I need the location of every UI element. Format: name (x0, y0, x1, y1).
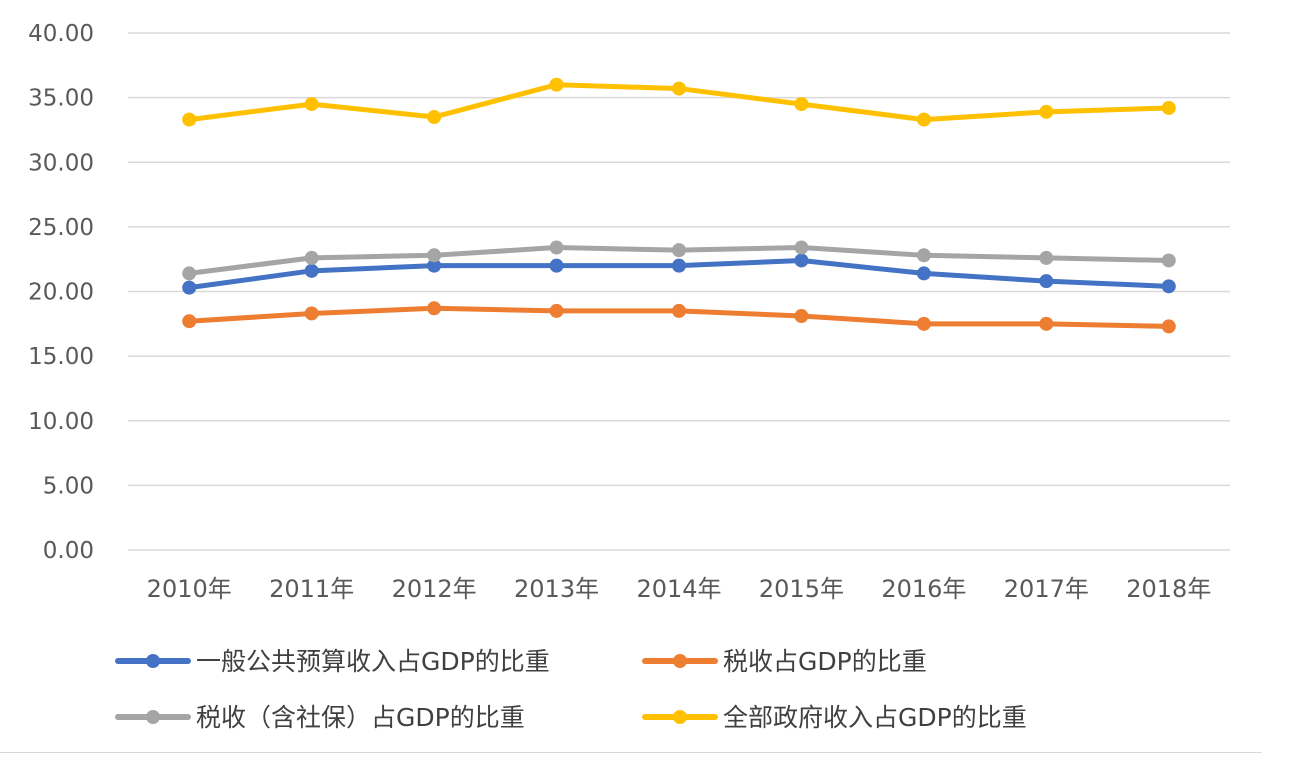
legend-item: 一般公共预算收入占GDP的比重 (115, 647, 550, 676)
data-point (916, 266, 931, 281)
legend-label: 税收（含社保）占GDP的比重 (196, 703, 525, 732)
x-tick-label: 2017年 (1004, 575, 1089, 603)
y-tick-label: 10.00 (28, 409, 94, 435)
gridlines (128, 32, 1230, 551)
x-tick-label: 2015年 (759, 575, 844, 603)
legend-label: 全部政府收入占GDP的比重 (723, 703, 1027, 732)
data-point (304, 306, 319, 321)
data-point (794, 253, 809, 268)
legend-label: 一般公共预算收入占GDP的比重 (196, 647, 550, 676)
y-tick-label: 0.00 (43, 538, 94, 564)
data-point (427, 301, 442, 316)
legend-marker (673, 710, 687, 724)
legend-item: 税收占GDP的比重 (642, 647, 927, 676)
data-point (916, 248, 931, 263)
x-tick-label: 2014年 (636, 575, 721, 603)
data-point (1039, 104, 1054, 119)
y-tick-label: 30.00 (28, 150, 94, 176)
data-point (1161, 100, 1176, 115)
series-3 (182, 240, 1176, 281)
data-point (672, 303, 686, 318)
data-point (794, 97, 809, 112)
x-tick-label: 2011年 (269, 575, 354, 603)
y-tick-label: 25.00 (28, 215, 94, 241)
bottom-divider (0, 752, 1262, 753)
data-point (1161, 279, 1176, 294)
data-point (1039, 250, 1054, 265)
data-point (549, 258, 564, 273)
data-point (1039, 274, 1054, 289)
y-axis-ticks: 0.00 5.00 10.00 15.00 20.00 25.00 30.00 35.00 40… (28, 21, 94, 564)
data-point (427, 248, 442, 263)
data-point (182, 314, 197, 329)
data-point (427, 258, 442, 273)
data-point (672, 81, 686, 96)
y-tick-label: 20.00 (28, 280, 94, 306)
data-point (304, 97, 319, 112)
data-point (794, 309, 809, 324)
x-tick-label: 2018年 (1126, 575, 1211, 603)
data-point (427, 110, 442, 125)
legend-marker (673, 654, 687, 668)
series-1 (182, 253, 1176, 295)
data-point (549, 240, 564, 255)
x-axis-ticks: 2010年 2011年 2012年 2013年 2014年 2015年 2016年 2017年… (147, 575, 1212, 603)
legend-marker (146, 710, 160, 724)
data-point (672, 243, 686, 258)
data-point (304, 250, 319, 265)
data-point (1039, 316, 1054, 331)
y-tick-label: 5.00 (43, 473, 94, 499)
data-point (916, 112, 931, 127)
data-point (1161, 319, 1176, 334)
y-tick-label: 40.00 (28, 21, 94, 47)
series-2 (182, 301, 1176, 334)
data-point (304, 263, 319, 278)
x-tick-label: 2010年 (147, 575, 232, 603)
data-point (916, 316, 931, 331)
x-tick-label: 2013年 (514, 575, 599, 603)
data-point (1161, 253, 1176, 268)
series-4 (182, 77, 1176, 127)
y-tick-label: 15.00 (28, 344, 94, 370)
data-point (549, 77, 564, 92)
data-point (672, 258, 686, 273)
x-tick-label: 2016年 (881, 575, 966, 603)
data-point (182, 280, 197, 295)
x-tick-label: 2012年 (392, 575, 477, 603)
legend-item: 税收（含社保）占GDP的比重 (115, 703, 525, 732)
legend-item: 全部政府收入占GDP的比重 (642, 703, 1027, 732)
legend-label: 税收占GDP的比重 (723, 647, 927, 676)
y-tick-label: 35.00 (28, 86, 94, 112)
data-point (794, 240, 809, 255)
data-point (182, 112, 197, 127)
series-lines (182, 77, 1176, 334)
legend-marker (146, 654, 160, 668)
data-point (549, 303, 564, 318)
data-point (182, 266, 197, 281)
